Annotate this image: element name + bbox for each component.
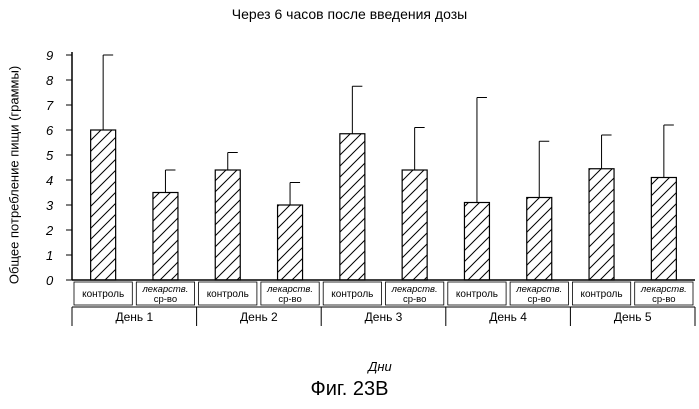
group-label: День 1 (115, 310, 153, 324)
category-cell (73, 281, 133, 306)
category-cell (572, 281, 632, 306)
y-tick-label: 5 (46, 148, 54, 163)
y-tick-label: 2 (45, 223, 54, 238)
category-cell (447, 281, 507, 306)
category-label: контроль (82, 289, 124, 300)
chart-title: Через 6 часов после введения дозы (231, 6, 468, 22)
category-cell (198, 281, 258, 306)
bar (152, 191, 179, 281)
category-label: контроль (580, 289, 622, 300)
category-label: лекарств. (515, 284, 562, 295)
bar (90, 129, 117, 281)
group-label: День 4 (489, 310, 527, 324)
category-label: ср-во (528, 294, 551, 305)
bar (463, 201, 491, 281)
bar (650, 176, 677, 281)
bar (214, 169, 241, 281)
y-tick-label: 9 (46, 48, 53, 63)
category-label: контроль (207, 289, 249, 300)
y-tick-label: 0 (46, 273, 54, 288)
bar (276, 204, 304, 281)
category-label: контроль (456, 289, 498, 300)
category-cell (322, 281, 382, 306)
category-label: ср-во (403, 294, 426, 305)
y-tick-label: 6 (46, 123, 54, 138)
bar (588, 168, 615, 281)
category-cell (634, 281, 694, 306)
bar (401, 169, 428, 281)
bar (339, 133, 366, 281)
category-cell (385, 281, 445, 306)
y-tick-label: 8 (46, 73, 54, 88)
category-label: лекарств. (266, 284, 313, 295)
y-tick-label: 1 (46, 248, 53, 263)
category-cell (509, 281, 569, 306)
figure-label: Фиг. 23В (310, 378, 389, 400)
category-cell (260, 281, 320, 306)
category-label: ср-во (278, 294, 301, 305)
x-axis-label: Дни (368, 359, 392, 374)
y-tick-label: 4 (46, 173, 53, 188)
y-tick-label: 3 (46, 198, 54, 213)
category-label: ср-во (652, 294, 675, 305)
group-label: День 5 (614, 310, 652, 324)
y-tick-label: 7 (46, 98, 54, 113)
bar (526, 196, 553, 281)
category-label: лекарств. (640, 284, 687, 295)
group-label: День 3 (365, 310, 403, 324)
category-label: лекарств. (391, 284, 438, 295)
category-label: ср-во (154, 294, 177, 305)
group-label: День 2 (240, 310, 278, 324)
category-label: лекарств. (141, 284, 188, 295)
category-cell (135, 281, 196, 306)
category-label: контроль (331, 289, 373, 300)
